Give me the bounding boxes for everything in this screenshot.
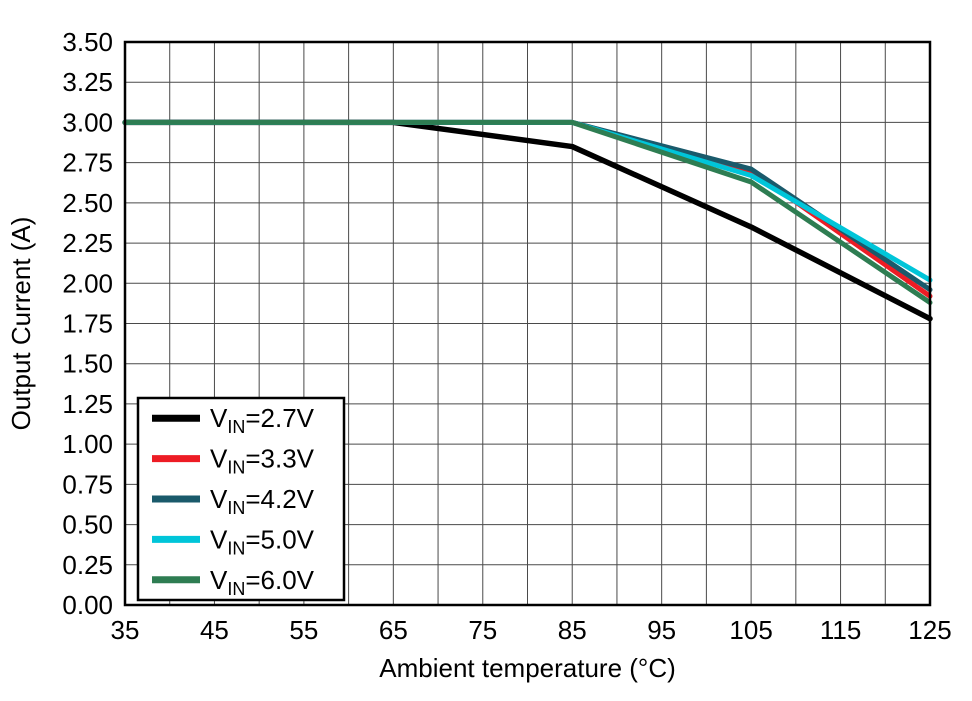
legend-label-1: VIN=3.3V <box>210 444 315 478</box>
y-tick-label: 0.50 <box>62 510 113 540</box>
y-tick-label: 3.50 <box>62 27 113 57</box>
x-tick-label: 35 <box>111 615 140 645</box>
y-tick-label: 2.00 <box>62 268 113 298</box>
y-tick-label: 1.25 <box>62 389 113 419</box>
legend-label-3: VIN=5.0V <box>210 524 315 558</box>
y-tick-label: 2.50 <box>62 188 113 218</box>
y-tick-label: 1.75 <box>62 309 113 339</box>
y-tick-label: 0.25 <box>62 550 113 580</box>
x-axis-title: Ambient temperature (°C) <box>379 653 676 683</box>
legend-label-4: VIN=6.0V <box>210 565 315 599</box>
x-tick-label: 85 <box>558 615 587 645</box>
plot-border <box>123 40 932 607</box>
x-tick-label: 45 <box>200 615 229 645</box>
y-tick-label: 1.50 <box>62 349 113 379</box>
x-tick-label: 55 <box>289 615 318 645</box>
x-tick-label: 95 <box>647 615 676 645</box>
y-tick-label: 3.00 <box>62 107 113 137</box>
y-tick-label: 3.25 <box>62 67 113 97</box>
y-tick-label: 2.25 <box>62 228 113 258</box>
series-line-4 <box>122 119 933 306</box>
x-tick-label: 105 <box>729 615 772 645</box>
y-tick-label: 0.00 <box>62 590 113 620</box>
y-axis-title: Output Current (A) <box>6 217 36 431</box>
legend-label-0: VIN=2.7V <box>210 403 315 437</box>
y-tick-label: 0.75 <box>62 469 113 499</box>
x-tick-label: 65 <box>379 615 408 645</box>
y-tick-label: 1.00 <box>62 429 113 459</box>
x-tick-label: 75 <box>468 615 497 645</box>
legend-label-2: VIN=4.2V <box>210 484 315 518</box>
x-tick-label: 125 <box>908 615 951 645</box>
y-tick-label: 2.75 <box>62 148 113 178</box>
x-tick-label: 115 <box>820 615 861 645</box>
